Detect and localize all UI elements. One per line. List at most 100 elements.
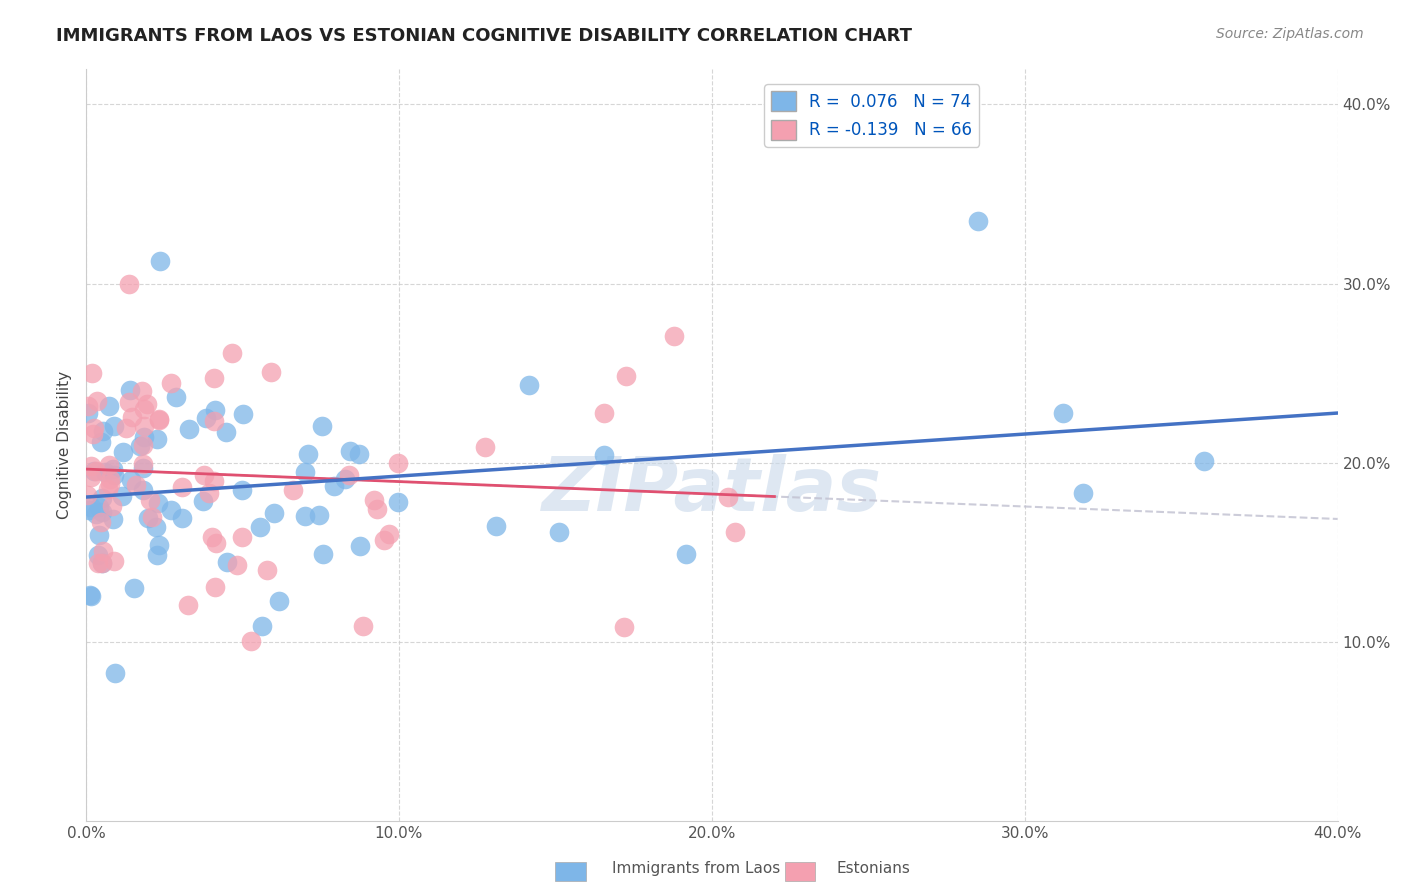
Point xyxy=(145,520,167,534)
Point xyxy=(125,477,148,491)
Point xyxy=(101,462,124,476)
Point xyxy=(77,399,100,413)
Point xyxy=(294,509,316,524)
Legend: R =  0.076   N = 74, R = -0.139   N = 66: R = 0.076 N = 74, R = -0.139 N = 66 xyxy=(765,85,979,146)
Point xyxy=(252,618,274,632)
Point xyxy=(215,425,238,439)
Point xyxy=(128,439,150,453)
Point xyxy=(146,548,169,562)
Point xyxy=(134,419,156,434)
Point xyxy=(131,483,153,497)
Point xyxy=(111,445,134,459)
Point xyxy=(193,467,215,482)
Text: Estonians: Estonians xyxy=(837,861,911,876)
Point xyxy=(613,620,636,634)
Point xyxy=(177,422,200,436)
Point xyxy=(294,465,316,479)
Point xyxy=(249,520,271,534)
Point xyxy=(349,539,371,553)
Point xyxy=(103,467,125,482)
Point xyxy=(333,471,356,485)
Point xyxy=(201,530,224,544)
Point xyxy=(387,457,409,471)
Point xyxy=(117,394,139,409)
Point xyxy=(337,468,360,483)
Point xyxy=(366,502,388,516)
Point xyxy=(724,524,747,539)
Point xyxy=(98,458,121,473)
Point xyxy=(115,421,138,435)
Point xyxy=(474,441,496,455)
Text: Source: ZipAtlas.com: Source: ZipAtlas.com xyxy=(1216,27,1364,41)
Point xyxy=(79,588,101,602)
Point xyxy=(84,507,107,521)
Point xyxy=(148,412,170,426)
Point xyxy=(548,525,571,540)
Point xyxy=(131,457,153,471)
Point xyxy=(76,406,98,420)
Point xyxy=(97,482,120,496)
Point xyxy=(111,489,134,503)
Point xyxy=(592,406,614,420)
Point xyxy=(202,414,225,428)
Point xyxy=(204,580,226,594)
Point xyxy=(101,512,124,526)
Point xyxy=(259,365,281,379)
Point xyxy=(256,563,278,577)
Point xyxy=(121,410,143,425)
Text: IMMIGRANTS FROM LAOS VS ESTONIAN COGNITIVE DISABILITY CORRELATION CHART: IMMIGRANTS FROM LAOS VS ESTONIAN COGNITI… xyxy=(56,27,912,45)
Point xyxy=(717,490,740,504)
Point xyxy=(86,556,108,570)
Point xyxy=(281,483,304,497)
Point xyxy=(172,511,194,525)
Point xyxy=(160,503,183,517)
Point xyxy=(363,492,385,507)
Point xyxy=(80,589,103,603)
Point xyxy=(93,465,115,479)
Point xyxy=(662,328,685,343)
Point xyxy=(1192,454,1215,468)
Point xyxy=(89,500,111,514)
Point xyxy=(1052,406,1074,420)
Point xyxy=(215,555,238,569)
Point xyxy=(323,478,346,492)
Point xyxy=(80,470,103,484)
Point xyxy=(101,499,124,513)
Point xyxy=(240,634,263,648)
Point xyxy=(104,666,127,681)
Point xyxy=(82,427,104,442)
Point xyxy=(98,472,121,486)
Point xyxy=(966,214,988,228)
Point xyxy=(675,547,697,561)
Point xyxy=(198,486,221,500)
Point xyxy=(231,531,253,545)
Point xyxy=(87,549,110,563)
Point xyxy=(141,510,163,524)
Point xyxy=(263,506,285,520)
Point xyxy=(131,384,153,398)
Point xyxy=(98,399,121,413)
Point xyxy=(225,558,247,572)
Point xyxy=(191,494,214,508)
Point xyxy=(90,556,112,570)
Point xyxy=(80,367,103,381)
Point xyxy=(349,447,371,461)
Point xyxy=(231,483,253,497)
Point xyxy=(339,444,361,458)
Point xyxy=(103,554,125,568)
Point xyxy=(90,556,112,570)
Point xyxy=(122,581,145,595)
Point xyxy=(205,536,228,550)
Point xyxy=(90,491,112,505)
Point xyxy=(120,383,142,397)
Point xyxy=(90,434,112,449)
Point xyxy=(118,277,141,291)
Point xyxy=(170,480,193,494)
Point xyxy=(139,493,162,508)
Point xyxy=(312,547,335,561)
Y-axis label: Cognitive Disability: Cognitive Disability xyxy=(58,371,72,519)
Point xyxy=(132,402,155,417)
Point xyxy=(378,527,401,541)
Point xyxy=(83,464,105,478)
Point xyxy=(135,397,157,411)
